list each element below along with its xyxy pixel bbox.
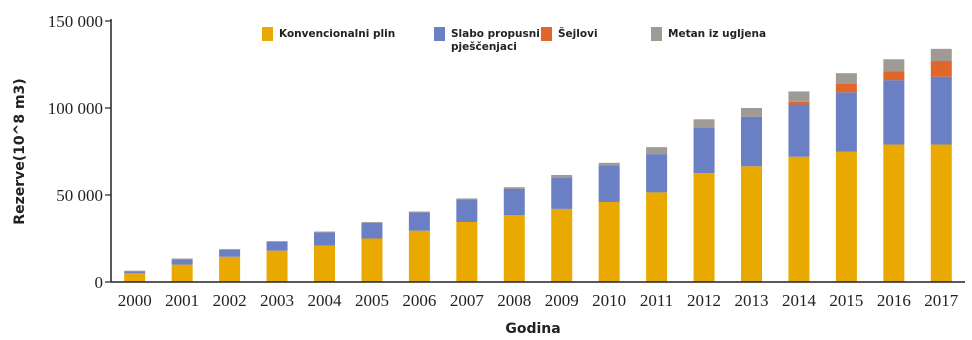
bar-segment: [930, 48, 952, 62]
legend-swatch: [651, 27, 662, 41]
x-axis-ticks: 2000 2001 2002 2003 2004 2005 2006 2007 2008 2009…: [118, 291, 959, 310]
legend-label: Konvencionalni plin: [279, 28, 395, 40]
bar-segment: [883, 71, 905, 81]
x-tick-label: 2003: [260, 291, 294, 310]
y-tick-label: 50 000: [56, 186, 103, 205]
bar-segment: [693, 128, 715, 174]
legend-swatch: [262, 27, 273, 41]
bar-segment: [741, 166, 762, 282]
x-tick-label: 2008: [497, 291, 531, 310]
bar-segment: [361, 222, 383, 239]
bar-segment: [361, 238, 383, 282]
bar-segment: [930, 61, 952, 77]
bar-segment: [741, 108, 762, 117]
bar-segment: [503, 215, 525, 282]
bar-segment: [930, 144, 952, 282]
x-tick-label: 2013: [735, 291, 769, 310]
bar-segment: [171, 259, 193, 265]
bar-segment: [124, 271, 146, 274]
bar-segment: [551, 208, 573, 282]
bar-segment: [930, 76, 952, 145]
bar-segment: [124, 270, 146, 272]
bar-segment: [408, 212, 430, 231]
x-tick-label: 2017: [924, 291, 959, 310]
bar-segment: [646, 154, 668, 193]
bar-segment: [314, 231, 335, 233]
bar-segment: [883, 80, 905, 145]
bar-segment: [266, 241, 288, 242]
legend-label: Metan iz ugljena: [668, 28, 766, 40]
bar-segment: [503, 188, 525, 216]
x-tick-label: 2014: [782, 291, 817, 310]
bar-segment: [598, 201, 620, 282]
bar-segment: [219, 248, 241, 250]
bar-segment: [835, 92, 857, 152]
bar-segment: [598, 165, 620, 202]
bar-segment: [835, 73, 857, 84]
bar-segment: [693, 119, 715, 129]
bar-segment: [551, 177, 573, 209]
legend-label: Šejlovi: [558, 27, 598, 40]
bar-segment: [788, 156, 810, 282]
bar-segment: [646, 147, 668, 155]
bar-segment: [266, 241, 288, 251]
bar-segment: [456, 198, 478, 200]
bar-segment: [456, 199, 478, 222]
bar-segment: [883, 144, 905, 282]
legend-label: Slabo propusni pješčenjaci: [451, 28, 540, 53]
bar-segment: [314, 232, 335, 246]
bar-segment: [408, 211, 430, 213]
bar-segment: [788, 104, 810, 157]
bar-segment: [693, 173, 715, 282]
bar-segment: [266, 250, 288, 282]
x-tick-label: 2007: [450, 291, 485, 310]
bar-segment: [835, 83, 857, 93]
x-tick-label: 2004: [308, 291, 343, 310]
bar-segment: [646, 192, 668, 282]
y-axis-ticks: 0 50 000 100 000 150 000: [48, 12, 111, 292]
bar-segment: [361, 221, 383, 223]
y-tick-label: 150 000: [48, 12, 103, 31]
bar-segment: [883, 59, 905, 72]
x-tick-label: 2002: [213, 291, 247, 310]
x-tick-label: 2015: [829, 291, 863, 310]
x-tick-label: 2006: [402, 291, 436, 310]
legend: Konvencionalni plin Slabo propusni pješčen…: [262, 27, 766, 53]
x-tick-label: 2012: [687, 291, 721, 310]
x-tick-label: 2016: [877, 291, 911, 310]
bar-segment: [598, 162, 620, 166]
bar-segment: [551, 174, 573, 178]
legend-swatch: [434, 27, 445, 41]
y-axis-title: Rezerve(10^8 m3): [12, 78, 28, 224]
x-tick-label: 2005: [355, 291, 389, 310]
bar-segment: [171, 258, 193, 260]
bar-segment: [171, 264, 193, 282]
x-tick-label: 2009: [545, 291, 579, 310]
bars: [124, 48, 952, 282]
bar-segment: [835, 151, 857, 282]
bar-segment: [408, 230, 430, 282]
x-tick-label: 2001: [165, 291, 199, 310]
bar-segment: [219, 249, 241, 257]
bar-segment: [788, 91, 810, 102]
bar-segment: [456, 221, 478, 282]
bar-segment: [314, 245, 335, 282]
y-tick-label: 0: [95, 273, 104, 292]
x-axis-title: Godina: [505, 321, 560, 337]
x-tick-label: 2010: [592, 291, 626, 310]
x-tick-label: 2000: [118, 291, 152, 310]
bar-segment: [741, 116, 762, 167]
legend-swatch: [541, 27, 552, 41]
bar-segment: [219, 256, 241, 282]
bar-segment: [788, 101, 810, 105]
x-tick-label: 2011: [640, 291, 673, 310]
bar-segment: [124, 273, 146, 282]
bar-segment: [503, 187, 525, 189]
y-tick-label: 100 000: [48, 99, 103, 118]
